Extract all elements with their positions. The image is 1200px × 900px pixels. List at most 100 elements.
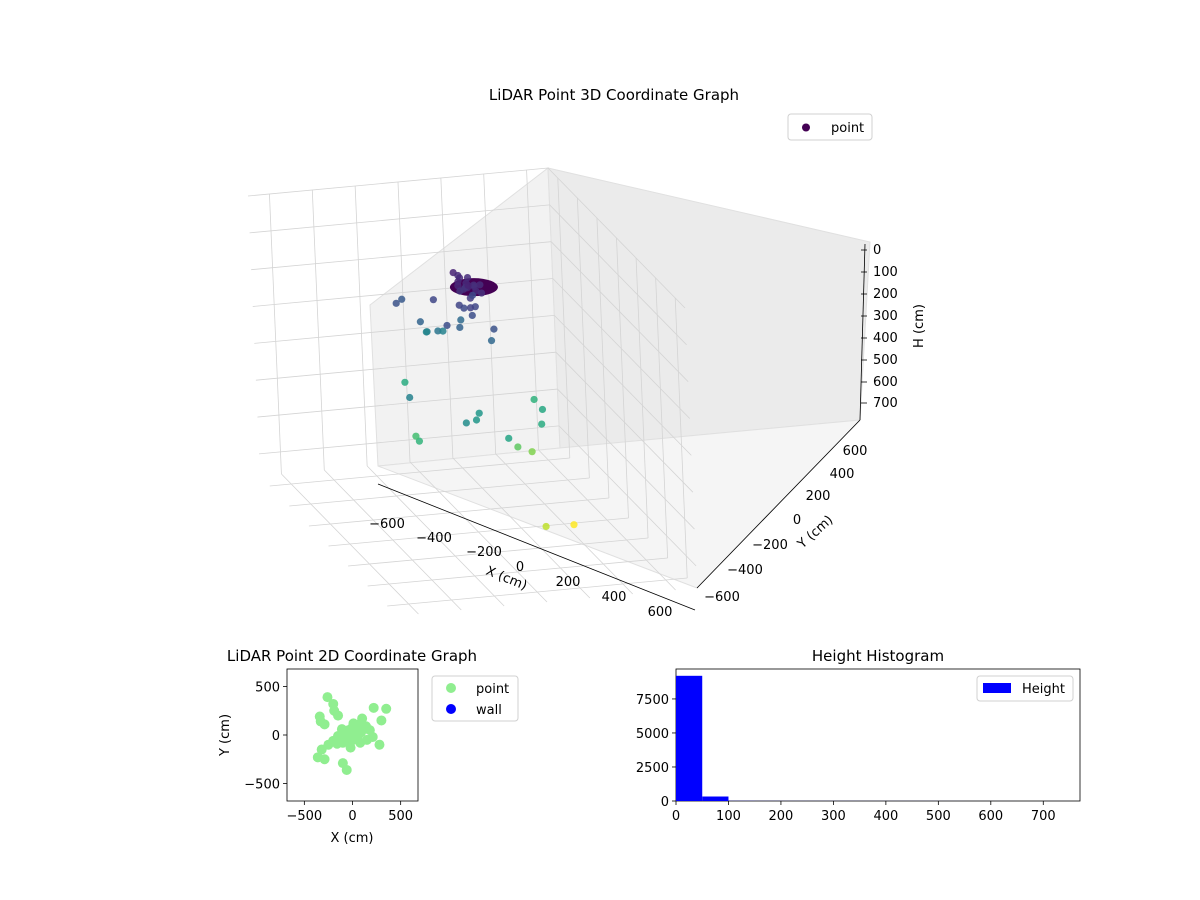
plot-2d-legend: point wall (431, 675, 519, 722)
point-marker (470, 281, 478, 289)
gridline (251, 241, 552, 271)
gridline (495, 453, 634, 595)
gridline (655, 277, 669, 559)
point-marker (457, 316, 465, 324)
x-tick-label: 300 (821, 809, 846, 824)
gridline (259, 425, 560, 455)
point-marker (472, 416, 481, 424)
point-marker (376, 715, 387, 726)
x-axis-line (377, 483, 696, 611)
gridline (538, 449, 676, 591)
pane-back-right (547, 167, 871, 449)
x-tick-label: −400 (416, 531, 452, 546)
point-marker (528, 448, 536, 456)
point-marker (475, 409, 483, 417)
histogram-bar (702, 796, 729, 801)
point-marker (392, 299, 400, 307)
ticks-3d: −600 −400 −200 0 200 400 600 600 400 200 0 −200 −400… (369, 243, 898, 620)
y-tick-label: −200 (752, 538, 788, 553)
gridline (550, 241, 689, 382)
x-tick-label: −200 (466, 545, 502, 560)
points-3d (392, 268, 578, 531)
ticks-histogram: 0 100 200 300 400 500 600 700 0 2500 5000 7500 (636, 693, 1056, 824)
z-tick-label: 500 (873, 353, 898, 368)
point-marker (322, 692, 333, 703)
gridline (366, 465, 505, 607)
y-tick-label: 7500 (636, 693, 669, 708)
y-tick-label: 5000 (636, 727, 669, 742)
legend-point-marker (802, 123, 810, 132)
point-marker (416, 318, 424, 326)
point-marker (356, 727, 367, 738)
z-tick-label: 200 (873, 287, 898, 302)
legend-height-swatch (983, 683, 1011, 693)
point-marker (538, 405, 547, 414)
gridline (554, 315, 692, 456)
point-marker (316, 744, 327, 755)
point-marker (434, 327, 442, 335)
legend-height-label: Height (1022, 682, 1065, 697)
point-marker (319, 719, 330, 730)
gridline (311, 189, 325, 471)
x-tick-label: 500 (926, 809, 951, 824)
point-marker (406, 393, 414, 402)
x-tick-label: 400 (873, 809, 898, 824)
point-marker (463, 273, 472, 282)
point-marker (345, 726, 356, 737)
x-tick-label: 700 (1031, 809, 1056, 824)
point-marker (381, 703, 392, 714)
x-tick-label: 0 (348, 809, 356, 824)
y-tick-label: 0 (272, 729, 280, 744)
gridline (674, 297, 688, 579)
gridline (354, 185, 368, 467)
plot-3d: −600 −400 −200 0 200 400 600 600 400 200 0 −200 −400… (247, 86, 927, 620)
point-marker (398, 295, 406, 303)
legend-wall-label: wall (476, 703, 502, 718)
x-tick-label: −500 (286, 809, 322, 824)
gridline (557, 388, 695, 530)
gridline (440, 177, 454, 459)
gridline (452, 457, 591, 599)
plot-3d-zlabel: H (cm) (912, 304, 927, 348)
y-tick-label: 0 (661, 795, 669, 810)
point-marker (333, 710, 344, 721)
gridline (616, 237, 629, 519)
z-tick-label: 400 (873, 331, 898, 346)
y-tick-label: 200 (806, 489, 831, 504)
histogram-bar (676, 675, 703, 801)
point-marker (477, 289, 486, 297)
gridline (397, 181, 411, 463)
x-tick-label: 400 (602, 590, 627, 605)
x-tick-label: 0 (672, 809, 680, 824)
legend-point-label: point (831, 121, 864, 136)
point-marker (456, 323, 464, 332)
gridline (254, 314, 555, 344)
x-tick-label: 500 (388, 809, 413, 824)
x-tick-label: 0 (516, 560, 524, 575)
z-tick-label: 600 (873, 375, 898, 390)
gridline (596, 217, 610, 499)
gridline (269, 193, 282, 475)
gridline (247, 167, 549, 197)
point-marker (456, 287, 464, 295)
point-marker (455, 301, 463, 309)
z-axis-line (859, 243, 866, 421)
point-marker (332, 738, 343, 749)
histogram: 0 100 200 300 400 500 600 700 0 2500 5000 7500 Heig… (636, 647, 1081, 824)
gridline (249, 204, 550, 234)
point-marker (468, 291, 477, 299)
plot-2d: −500 0 500 −500 0 500 LiDAR Point 2D Coordina… (218, 647, 519, 846)
point-marker (443, 321, 451, 330)
plot-3d-title: LiDAR Point 3D Coordinate Graph (489, 86, 739, 104)
point-marker (341, 764, 352, 775)
point-marker (429, 296, 437, 304)
point-marker (345, 742, 356, 753)
point-marker (454, 282, 462, 290)
point-marker (368, 702, 379, 713)
x-tick-label: 600 (978, 809, 1003, 824)
point-marker (530, 395, 538, 404)
y-tick-label: 400 (830, 467, 855, 482)
point-marker (464, 281, 472, 289)
gridline (549, 204, 687, 346)
gridline (635, 257, 649, 539)
